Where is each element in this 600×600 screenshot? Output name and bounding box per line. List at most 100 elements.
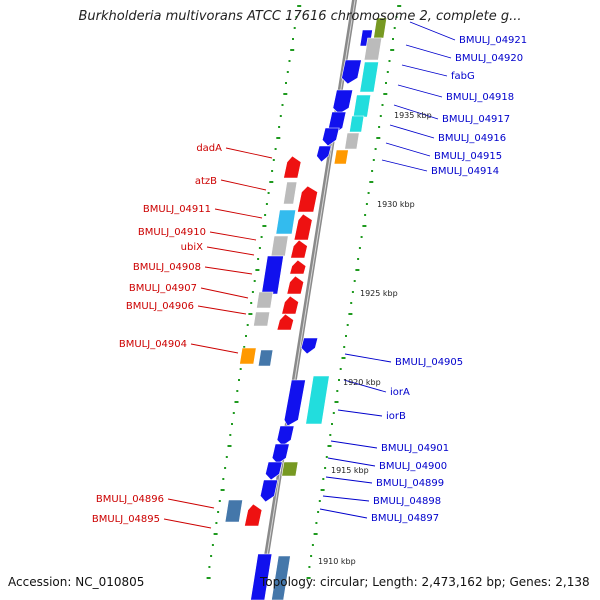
gene-label-bmulj-04895[interactable]: BMULJ_04895 — [92, 514, 160, 525]
gene-label-iorA[interactable]: iorA — [390, 387, 410, 398]
label-connector-line — [200, 287, 249, 299]
gene-block[interactable] — [297, 185, 318, 213]
gene-block[interactable] — [250, 553, 273, 600]
gene-block[interactable] — [359, 61, 379, 93]
gene-label-bmulj-04904[interactable]: BMULJ_04904 — [119, 339, 187, 350]
gene-label-bmulj-04910[interactable]: BMULJ_04910 — [138, 227, 206, 238]
gene-block[interactable] — [283, 155, 302, 179]
ruler-tick-mark — [379, 115, 382, 117]
gene-label-bmulj-04906[interactable]: BMULJ_04906 — [126, 301, 194, 312]
gene-block[interactable] — [281, 461, 299, 477]
gene-label-bmulj-04915[interactable]: BMULJ_04915 — [434, 151, 502, 162]
ruler-tick-mark — [395, 16, 398, 18]
scale-label-1930: 1930 kbp — [377, 200, 415, 209]
gene-block[interactable] — [316, 145, 332, 163]
gene-block[interactable] — [224, 499, 243, 523]
gene-block[interactable] — [256, 291, 274, 309]
gene-label-bmulj-04914[interactable]: BMULJ_04914 — [431, 166, 499, 177]
label-connector-line — [225, 147, 273, 159]
ruler-tick-mark — [390, 49, 395, 51]
gene-block[interactable] — [281, 295, 299, 315]
gene-label-bmulj-04900[interactable]: BMULJ_04900 — [379, 461, 447, 472]
gene-label-iorB[interactable]: iorB — [386, 411, 406, 422]
scale-label-1920: 1920 kbp — [343, 378, 381, 387]
ruler-tick-mark — [388, 60, 391, 62]
gene-block[interactable] — [300, 337, 319, 355]
gene-label-bmulj-04908[interactable]: BMULJ_04908 — [133, 262, 201, 273]
gene-block[interactable] — [276, 313, 294, 331]
gene-block[interactable] — [261, 255, 284, 295]
ruler-tick-mark — [350, 302, 353, 304]
gene-block[interactable] — [270, 235, 289, 257]
gene-block[interactable] — [239, 347, 257, 365]
ruler-tick-mark — [293, 27, 296, 29]
gene-label-bmulj-04911[interactable]: BMULJ_04911 — [143, 204, 211, 215]
gene-block[interactable] — [271, 555, 291, 600]
ruler-tick-mark — [222, 478, 225, 480]
gene-label-bmulj-04898[interactable]: BMULJ_04898 — [373, 496, 441, 507]
gene-label-bmulj-04896[interactable]: BMULJ_04896 — [96, 494, 164, 505]
ruler-tick-mark — [215, 522, 218, 524]
gene-label-bmulj-04901[interactable]: BMULJ_04901 — [381, 443, 449, 454]
gene-block[interactable] — [253, 311, 271, 327]
ruler-tick-mark — [392, 38, 394, 40]
gene-label-bmulj-04907[interactable]: BMULJ_04907 — [129, 283, 197, 294]
gene-block[interactable] — [321, 127, 340, 147]
gene-block[interactable] — [293, 213, 313, 241]
gene-block[interactable] — [283, 181, 298, 205]
gene-block[interactable] — [373, 17, 388, 39]
ruler-tick-mark — [332, 412, 335, 414]
ruler-tick-mark — [336, 390, 339, 392]
ruler-tick-mark — [367, 192, 370, 194]
ruler-tick-mark — [315, 522, 318, 524]
ruler-tick-mark — [292, 38, 294, 40]
gene-label-bmulj-04897[interactable]: BMULJ_04897 — [371, 513, 439, 524]
gene-block[interactable] — [275, 209, 297, 235]
label-connector-line — [389, 124, 435, 139]
gene-block[interactable] — [344, 132, 360, 150]
gene-block[interactable] — [271, 443, 290, 465]
scale-label-1910: 1910 kbp — [318, 557, 356, 566]
gene-block[interactable] — [332, 89, 354, 115]
gene-block[interactable] — [352, 94, 372, 118]
ruler-tick-mark — [306, 577, 311, 579]
gene-label-bmulj-04899[interactable]: BMULJ_04899 — [376, 478, 444, 489]
gene-block[interactable] — [244, 503, 263, 527]
gene-label-ubiX[interactable]: ubiX — [181, 242, 203, 253]
ruler-tick-mark — [357, 258, 360, 260]
gene-block[interactable] — [276, 425, 295, 447]
gene-block[interactable] — [265, 461, 283, 481]
gene-block[interactable] — [305, 375, 330, 425]
gene-block[interactable] — [363, 37, 383, 61]
gene-block[interactable] — [259, 479, 279, 503]
label-connectors — [163, 21, 456, 529]
accession-text: Accession: NC_010805 — [8, 575, 145, 589]
gene-block[interactable] — [349, 115, 365, 133]
ruler-tick-mark — [285, 82, 287, 84]
gene-block[interactable] — [341, 59, 362, 85]
ruler-tick-mark — [243, 346, 246, 348]
gene-label-bmulj-04905[interactable]: BMULJ_04905 — [395, 357, 463, 368]
ruler-tick-mark — [331, 423, 333, 425]
gene-block[interactable] — [257, 349, 274, 367]
gene-label-fabG[interactable]: fabG — [451, 71, 475, 82]
label-connector-line — [393, 104, 439, 120]
gene-label-atzB[interactable]: atzB — [195, 176, 217, 187]
ruler-tick-mark — [271, 170, 274, 172]
gene-block[interactable] — [290, 239, 308, 259]
ruler-tick-mark — [376, 137, 381, 139]
gene-block[interactable] — [289, 259, 307, 275]
ruler-tick-mark — [208, 566, 211, 568]
label-connector-line — [209, 231, 257, 241]
gene-block[interactable] — [283, 379, 306, 427]
gene-label-bmulj-04921[interactable]: BMULJ_04921 — [459, 35, 527, 46]
gene-block[interactable] — [333, 149, 349, 165]
ruler-tick-mark — [234, 401, 239, 403]
gene-label-bmulj-04920[interactable]: BMULJ_04920 — [455, 53, 523, 64]
gene-label-bmulj-04918[interactable]: BMULJ_04918 — [446, 92, 514, 103]
ruler-tick-mark — [339, 368, 342, 370]
gene-block[interactable] — [286, 275, 305, 295]
gene-label-bmulj-04916[interactable]: BMULJ_04916 — [438, 133, 506, 144]
gene-label-bmulj-04917[interactable]: BMULJ_04917 — [442, 114, 510, 125]
gene-label-dadA[interactable]: dadA — [196, 143, 222, 154]
